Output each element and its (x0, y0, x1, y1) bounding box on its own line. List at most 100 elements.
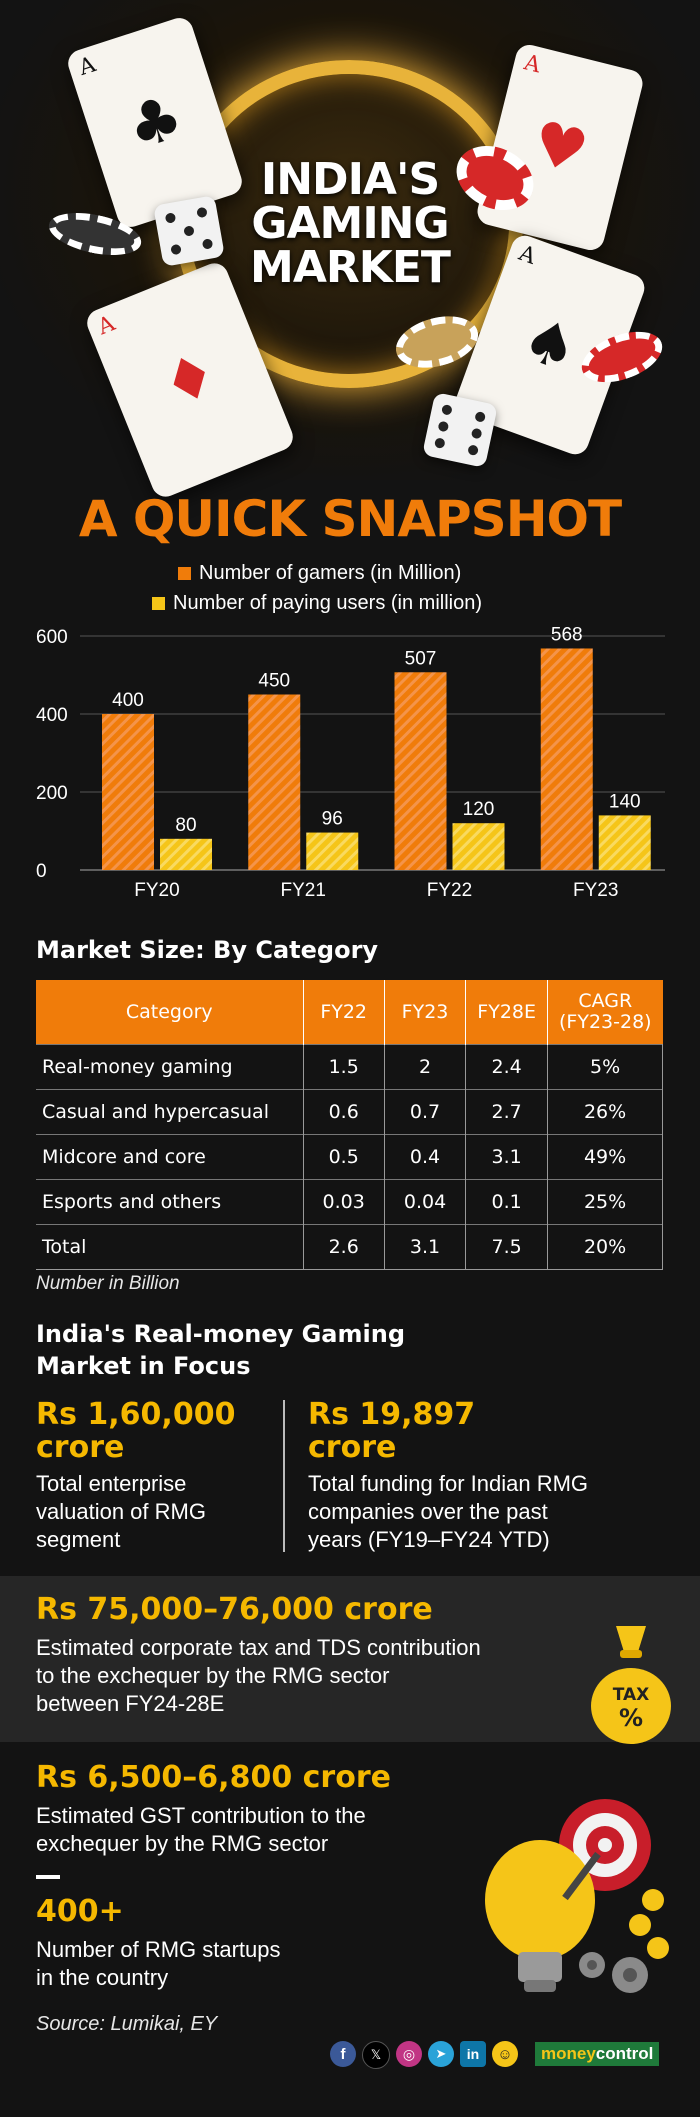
table-note: Number in Billion (36, 1273, 180, 1294)
tax-bag-label: TAX (613, 1685, 650, 1705)
table-cell-value: 0.6 (302, 1089, 385, 1135)
desc-line: Estimated corporate tax and TDS contribu… (36, 1635, 481, 1660)
heart-icon: ♥ (525, 107, 595, 188)
card-rank: A (94, 311, 119, 341)
data-label: 120 (463, 799, 495, 820)
y-tick-label: 400 (36, 705, 68, 726)
moneycontrol-logo: moneycontrol (535, 2042, 660, 2066)
table-cell-category: Esports and others (36, 1179, 303, 1225)
y-tick-label: 200 (36, 783, 68, 804)
market-size-table: Category FY22 FY23 FY28E CAGR (FY23-28) … (36, 980, 663, 1270)
enterprise-valuation-value: Rs 1,60,000 crore (36, 1398, 235, 1464)
bar-gamers (540, 648, 593, 870)
bar-paying-users (306, 832, 359, 870)
legend-item-paying-users: Number of paying users (in million) (152, 592, 482, 615)
short-divider (36, 1875, 60, 1879)
tax-contribution-value: Rs 75,000–76,000 crore (36, 1592, 433, 1627)
table-cell-category: Total (36, 1224, 303, 1270)
header-fy23: FY23 (383, 980, 466, 1045)
table-cell-value: 2.7 (465, 1089, 549, 1135)
rmg-focus-heading-line1: India's Real-money Gaming (36, 1320, 405, 1348)
hero-banner: A ♣ A ♥ A ♦ A ♠ INDIA'S GAMING MARKET (0, 0, 700, 501)
tax-contribution-desc: Estimated corporate tax and TDS contribu… (36, 1634, 481, 1718)
linkedin-icon[interactable]: in (460, 2041, 486, 2067)
card-rank: A (515, 240, 539, 270)
bar-paying-users (452, 823, 505, 870)
data-label: 96 (322, 809, 343, 830)
data-label: 80 (175, 815, 196, 836)
legend-label: Number of gamers (in Million) (199, 562, 462, 584)
coin-icon (629, 1914, 651, 1936)
table-header-row: Category FY22 FY23 FY28E CAGR (FY23-28) (36, 980, 663, 1045)
spade-icon: ♠ (512, 302, 588, 388)
table-cell-value: 0.03 (302, 1179, 385, 1225)
lightbulb-target-illustration (485, 1799, 669, 1993)
desc-line: segment (36, 1527, 121, 1552)
bar-paying-users (598, 815, 651, 870)
bar-chart: 0 200 400 600 400 80 FY20 450 96 FY21 507 120 FY22 56… (36, 624, 665, 901)
table-cell-value: 26% (547, 1089, 663, 1135)
table-cell-value: 7.5 (465, 1224, 549, 1270)
table-cell-value: 0.7 (383, 1089, 467, 1135)
table-cell-value: 49% (547, 1134, 663, 1180)
desc-line: to the exchequer by the RMG sector (36, 1663, 390, 1688)
x-icon[interactable]: 𝕏 (362, 2041, 390, 2069)
desc-line: Total enterprise (36, 1471, 187, 1496)
desc-line: Total funding for Indian RMG (308, 1471, 589, 1496)
table-cell-value: 3.1 (383, 1224, 467, 1270)
bar-gamers (394, 672, 447, 870)
table-cell-value: 25% (547, 1179, 663, 1225)
table-cell-value: 3.1 (465, 1134, 549, 1180)
data-label: 140 (609, 791, 641, 812)
data-label: 450 (258, 671, 290, 692)
value-line: Rs 1,60,000 (36, 1397, 236, 1432)
gst-contribution-desc: Estimated GST contribution to the excheq… (36, 1802, 366, 1858)
table-cell-value: 20% (547, 1224, 663, 1270)
desc-line: years (FY19–FY24 YTD) (308, 1527, 550, 1552)
dice-icon (153, 195, 225, 267)
desc-line: exchequer by the RMG sector (36, 1831, 329, 1856)
card-rank: A (521, 50, 543, 79)
startups-desc: Number of RMG startups in the country (36, 1936, 281, 1992)
total-funding-value: Rs 19,897 crore (308, 1398, 475, 1464)
table-cell-value: 5% (547, 1044, 663, 1090)
table-row: Casual and hypercasual 0.6 0.7 2.7 26% (36, 1089, 663, 1135)
legend-swatch-yellow (152, 597, 165, 611)
hero-title: INDIA'S GAMING MARKET (250, 154, 451, 293)
header-cagr: CAGR (FY23-28) (547, 980, 663, 1045)
koo-icon[interactable]: ☺ (492, 2041, 518, 2067)
bar-gamers (102, 714, 154, 870)
desc-line: between FY24-28E (36, 1691, 225, 1716)
telegram-icon[interactable]: ➤ (428, 2041, 454, 2067)
tax-contribution-band (0, 1576, 700, 1742)
table-cell-value: 2.4 (465, 1044, 549, 1090)
table-cell-category: Casual and hypercasual (36, 1089, 303, 1135)
rmg-focus-heading-line2: Market in Focus (36, 1352, 251, 1380)
value-line: Rs 19,897 (308, 1397, 476, 1432)
table-cell-category: Midcore and core (36, 1134, 303, 1180)
legend-item-gamers: Number of gamers (in Million) (178, 562, 461, 585)
table-row: Total 2.6 3.1 7.5 20% (36, 1224, 663, 1270)
bar-gamers (248, 694, 301, 870)
diamond-icon: ♦ (151, 337, 229, 423)
table-cell-value: 0.4 (383, 1134, 467, 1180)
playing-card-ace-clubs: A ♣ (64, 14, 246, 231)
data-label: 400 (112, 690, 144, 711)
table-cell-value: 1.5 (302, 1044, 385, 1090)
facebook-icon[interactable]: f (330, 2041, 356, 2067)
coin-icon (642, 1889, 664, 1911)
enterprise-valuation-desc: Total enterprise valuation of RMG segmen… (36, 1470, 206, 1554)
y-tick-label: 0 (36, 861, 47, 882)
lightbulb-icon (485, 1840, 595, 1960)
table-cell-value: 0.1 (465, 1179, 549, 1225)
header-category: Category (36, 980, 303, 1045)
tax-bag-percent: % (619, 1704, 643, 1732)
y-tick-label: 600 (36, 627, 68, 648)
x-tick-label: FY20 (134, 880, 179, 901)
rmg-focus-heading: India's Real-money Gaming Market in Focu… (36, 1318, 405, 1382)
table-cell-category: Real-money gaming (36, 1044, 303, 1090)
instagram-icon[interactable]: ◎ (396, 2041, 422, 2067)
desc-line: companies over the past (308, 1499, 548, 1524)
table-row: Midcore and core 0.5 0.4 3.1 49% (36, 1134, 663, 1180)
desc-line: Estimated GST contribution to the (36, 1803, 366, 1828)
